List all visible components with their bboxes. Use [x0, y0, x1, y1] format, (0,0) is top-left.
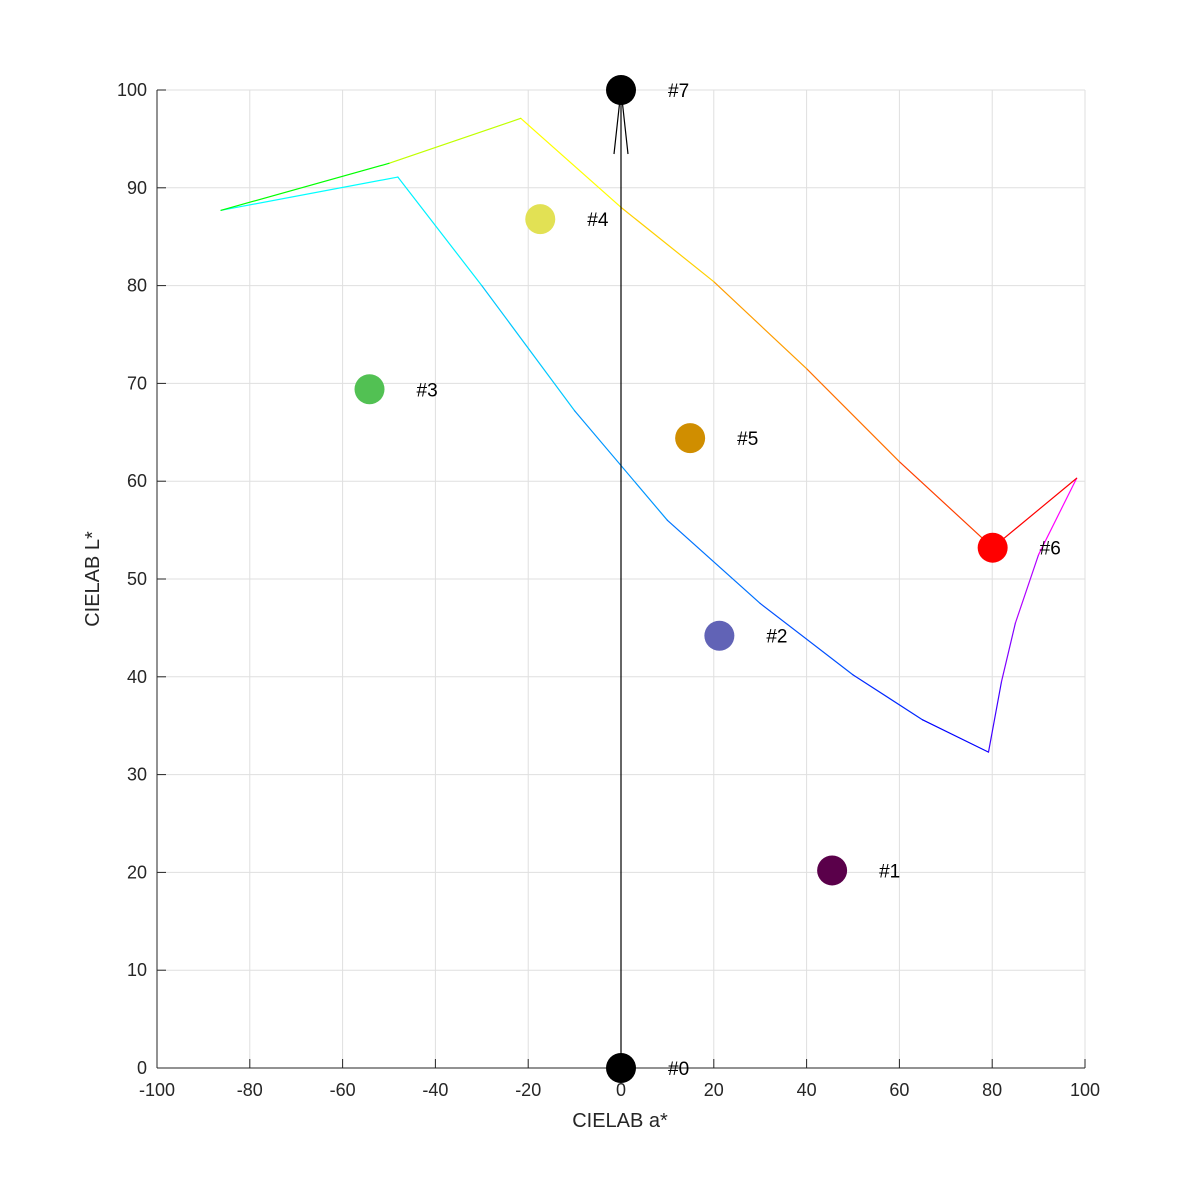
gamut-segment — [1037, 477, 1078, 556]
color-point — [675, 423, 706, 454]
gamut-segment — [481, 285, 576, 412]
y-tick-label: 80 — [127, 276, 147, 296]
x-tick-label: 60 — [889, 1080, 909, 1100]
x-tick-label: -60 — [330, 1080, 356, 1100]
point-label: #5 — [737, 429, 758, 450]
gamut-segment — [220, 162, 390, 211]
y-tick-label: 70 — [127, 373, 147, 393]
y-tick-label: 60 — [127, 471, 147, 491]
x-ticks: -100 -80 -60 -40 -20 0 20 40 60 80 100 — [139, 1059, 1100, 1100]
point-label: #3 — [417, 380, 438, 401]
x-tick-label: -80 — [237, 1080, 263, 1100]
x-tick-label: 20 — [704, 1080, 724, 1100]
gamut-segment — [713, 281, 808, 370]
gamut-segment — [666, 519, 761, 605]
point-label: #6 — [1040, 539, 1061, 560]
y-tick-label: 50 — [127, 569, 147, 589]
plot-area: -100 -80 -60 -40 -20 0 20 40 60 80 100 0 10 20 30 40 50… — [117, 75, 1100, 1100]
point-label: #1 — [879, 861, 900, 882]
gamut-segment — [987, 681, 1003, 753]
x-axis-label: CIELAB a* — [572, 1110, 668, 1132]
y-ticks: 0 10 20 30 40 50 60 70 80 90 100 — [117, 80, 166, 1078]
gamut-segment — [805, 368, 901, 463]
gamut-segment — [388, 117, 522, 164]
x-tick-label: 100 — [1070, 1080, 1100, 1100]
gamut-segment — [898, 461, 994, 549]
y-tick-label: 100 — [117, 80, 147, 100]
gamut-segment — [397, 176, 483, 287]
x-tick-label: -40 — [422, 1080, 448, 1100]
color-point — [606, 75, 636, 105]
point-label: #0 — [668, 1059, 689, 1080]
y-axis-label: CIELAB L* — [82, 531, 104, 627]
color-point — [977, 532, 1008, 563]
point-label: #4 — [587, 210, 609, 231]
x-tick-label: 80 — [982, 1080, 1002, 1100]
y-tick-label: 90 — [127, 178, 147, 198]
color-point — [817, 855, 848, 886]
y-tick-label: 0 — [137, 1058, 147, 1078]
x-tick-label: -100 — [139, 1080, 175, 1100]
color-points: #0 #1 #2 #3 #4 #5 #6 #7 — [354, 75, 1061, 1083]
color-point — [525, 204, 556, 235]
color-point — [354, 374, 385, 405]
gamut-segment — [520, 117, 622, 208]
gamut-boundary — [220, 117, 1078, 753]
gamut-segment — [921, 719, 990, 753]
color-point — [606, 1053, 636, 1083]
point-label: #7 — [668, 81, 689, 102]
x-tick-label: 0 — [616, 1080, 626, 1100]
point-label: #2 — [766, 627, 787, 648]
gamut-segment — [759, 602, 854, 676]
y-tick-label: 20 — [127, 862, 147, 882]
color-point — [704, 620, 735, 651]
gamut-segment — [620, 206, 715, 283]
gamut-segment — [852, 674, 924, 721]
gamut-segment — [220, 176, 399, 211]
gamut-segment — [1014, 553, 1040, 624]
gamut-segment — [992, 477, 1078, 549]
y-tick-label: 10 — [127, 960, 147, 980]
y-tick-label: 30 — [127, 765, 147, 785]
gamut-segment — [1000, 622, 1017, 683]
y-tick-label: 40 — [127, 667, 147, 687]
x-tick-label: -20 — [515, 1080, 541, 1100]
x-tick-label: 40 — [797, 1080, 817, 1100]
